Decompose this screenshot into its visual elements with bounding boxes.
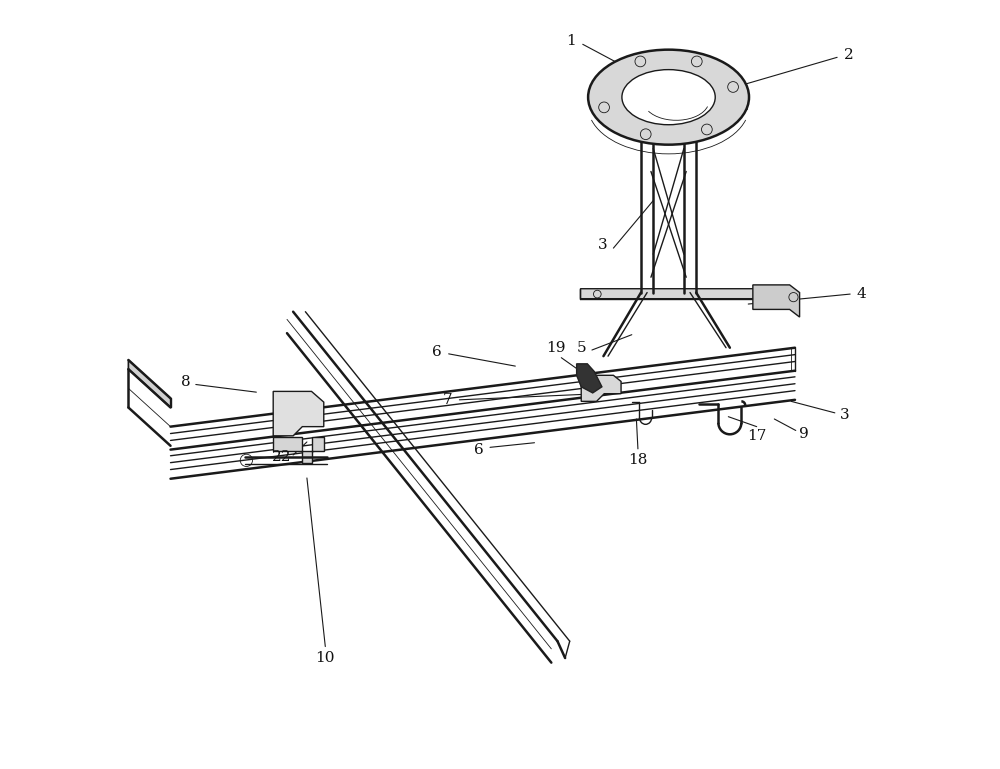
Text: 9: 9 — [799, 428, 809, 441]
Text: 10: 10 — [316, 651, 335, 665]
Text: 17: 17 — [747, 429, 766, 443]
Text: 5: 5 — [577, 341, 587, 355]
Text: 18: 18 — [628, 453, 648, 467]
Text: 6: 6 — [432, 345, 442, 358]
Polygon shape — [580, 288, 768, 306]
Text: 4: 4 — [857, 287, 867, 301]
Ellipse shape — [588, 50, 749, 145]
Polygon shape — [128, 360, 171, 408]
Text: 8: 8 — [181, 375, 191, 389]
Polygon shape — [753, 285, 800, 317]
Text: 2: 2 — [844, 48, 854, 62]
Text: 3: 3 — [840, 408, 850, 422]
Text: 22: 22 — [272, 451, 291, 464]
Text: 6: 6 — [474, 443, 483, 457]
Text: 7: 7 — [443, 393, 453, 407]
Polygon shape — [581, 375, 621, 401]
Text: 19: 19 — [546, 341, 566, 355]
Text: 1: 1 — [566, 35, 576, 48]
Polygon shape — [273, 438, 324, 463]
Polygon shape — [273, 391, 324, 436]
Ellipse shape — [622, 70, 715, 125]
Polygon shape — [577, 364, 602, 393]
Text: 3: 3 — [598, 238, 607, 252]
